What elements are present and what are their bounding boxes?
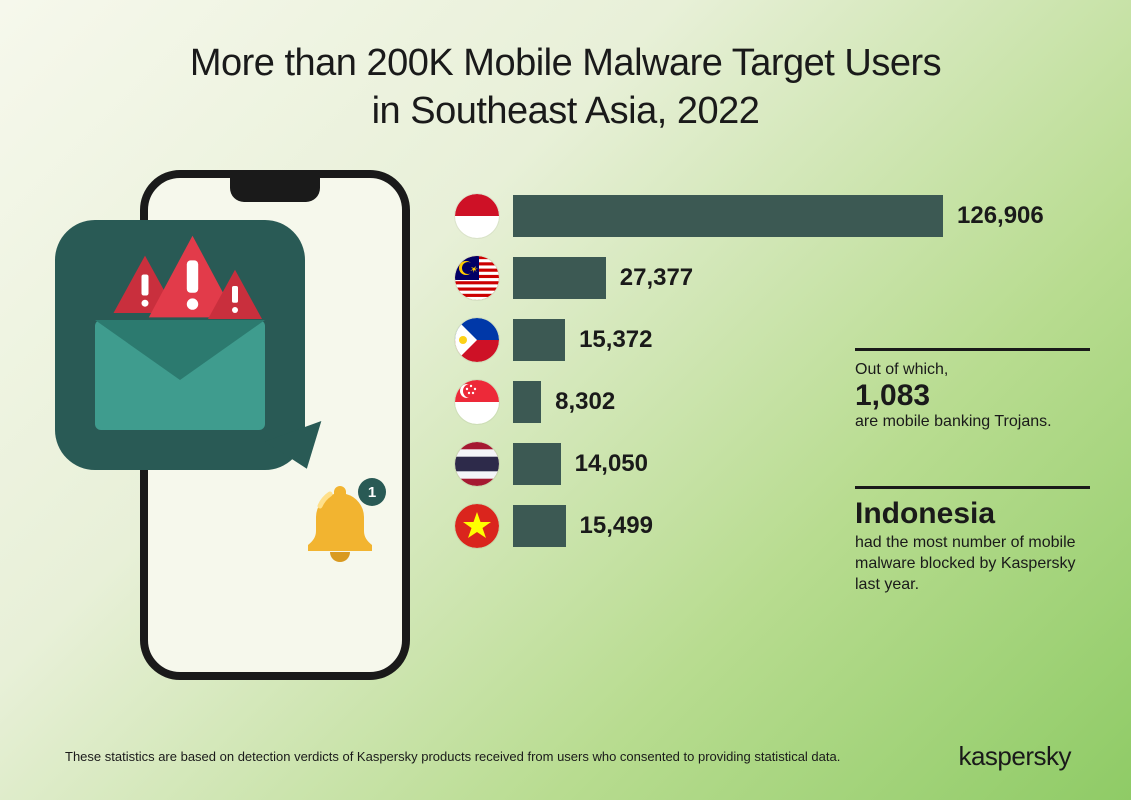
bar-indonesia [513, 195, 943, 237]
flag-thailand-icon [455, 442, 499, 486]
phone-notch [230, 178, 320, 202]
footnote: These statistics are based on detection … [65, 749, 840, 764]
warning-icon [205, 265, 265, 325]
page-title: More than 200K Mobile Malware Target Use… [0, 40, 1131, 135]
chart-row-malaysia: 27,377 [455, 247, 1085, 309]
callout-heading: Indonesia [855, 499, 1090, 529]
value-label: 15,372 [579, 326, 652, 354]
flag-indonesia-icon [455, 194, 499, 238]
notification-badge: 1 [358, 478, 386, 506]
value-label: 126,906 [957, 202, 1044, 230]
callout-text: are mobile banking Trojans. [855, 412, 1090, 433]
value-label: 15,499 [580, 512, 653, 540]
flag-malaysia-icon [455, 256, 499, 300]
callout-text: had the most number of mobile malware bl… [855, 533, 1090, 595]
envelope-flap [95, 320, 265, 380]
callout-text: Out of which, [855, 361, 1090, 379]
bar-malaysia [513, 257, 606, 299]
value-label: 14,050 [575, 450, 648, 478]
notification-count: 1 [368, 484, 376, 501]
title-line-1: More than 200K Mobile Malware Target Use… [190, 42, 941, 84]
title-line-2: in Southeast Asia, 2022 [372, 90, 760, 132]
callout-indonesia: Indonesia had the most number of mobile … [855, 486, 1090, 595]
value-label: 27,377 [620, 264, 693, 292]
chart-row-indonesia: 126,906 [455, 185, 1085, 247]
callout-trojans: Out of which, 1,083 are mobile banking T… [855, 348, 1090, 433]
callout-number: 1,083 [855, 379, 1090, 412]
callout-rule [855, 348, 1090, 351]
callout-rule [855, 486, 1090, 489]
bar-thailand [513, 443, 561, 485]
brand-logo: kaspersky [958, 741, 1071, 772]
flag-vietnam-icon [455, 504, 499, 548]
bar-vietnam [513, 505, 566, 547]
bar-philippines [513, 319, 565, 361]
bar-singapore [513, 381, 541, 423]
flag-singapore-icon [455, 380, 499, 424]
flag-philippines-icon [455, 318, 499, 362]
value-label: 8,302 [555, 388, 615, 416]
